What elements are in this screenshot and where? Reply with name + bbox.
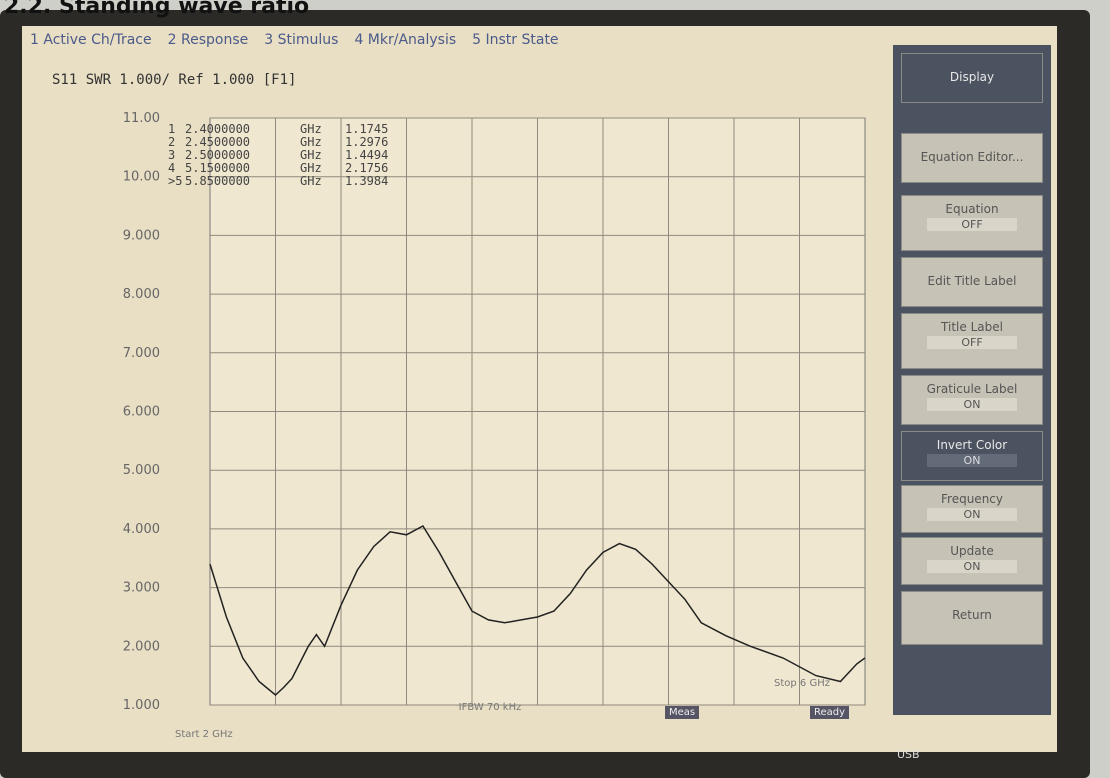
y-tick-label: 10.00 (123, 170, 160, 185)
usb-label: USB (897, 748, 920, 761)
marker-cell: GHz (300, 135, 322, 149)
softkey-label: Display (950, 70, 994, 84)
softkey-label: Update (950, 544, 993, 558)
marker-cell: 2.5000000 (185, 148, 250, 162)
marker-cell: 3 (168, 148, 175, 162)
status-ready: Ready (810, 706, 849, 719)
marker-cell: 2.4000000 (185, 122, 250, 136)
softkey[interactable]: Equation Editor... (901, 133, 1043, 183)
marker-cell: 2 (168, 135, 175, 149)
marker-cell: GHz (300, 148, 322, 162)
status-meas: Meas (665, 706, 699, 719)
marker-cell: 1.2976 (345, 135, 388, 149)
marker-cell: 4 (168, 161, 175, 175)
y-tick-label: 7.000 (123, 346, 160, 361)
y-tick-label: 5.000 (123, 463, 160, 478)
y-tick-label: 4.000 (123, 522, 160, 537)
page: 2.2. Standing wave ratio 1 Active Ch/Tra… (0, 0, 1110, 778)
softkey-label: Edit Title Label (928, 274, 1017, 288)
softkey-state: ON (927, 398, 1017, 411)
softkey-label: Frequency (941, 492, 1003, 506)
start-label: Start 2 GHz (175, 729, 233, 740)
y-tick-label: 1.000 (123, 698, 160, 713)
softkey-panel: Display Equation Editor... Equation OFF Edit… (893, 45, 1051, 715)
y-tick-label: 9.000 (123, 228, 160, 243)
softkey[interactable]: Title Label OFF (901, 313, 1043, 369)
y-tick-label: 3.000 (123, 581, 160, 596)
softkey[interactable]: Display (901, 53, 1043, 103)
marker-cell: 1 (168, 122, 175, 136)
softkey-state: OFF (927, 336, 1017, 349)
softkey[interactable]: Invert Color ON (901, 431, 1043, 481)
softkey[interactable]: Return (901, 591, 1043, 645)
marker-cell: GHz (300, 161, 322, 175)
y-tick-label: 2.000 (123, 639, 160, 654)
softkey-label: Equation (945, 202, 998, 216)
marker-cell: 1.3984 (345, 174, 388, 188)
softkey-label: Return (952, 608, 992, 622)
marker-cell: 2.4500000 (185, 135, 250, 149)
marker-cell: GHz (300, 122, 322, 136)
softkey-state: ON (927, 560, 1017, 573)
softkey-state: OFF (927, 218, 1017, 231)
softkey[interactable]: Edit Title Label (901, 257, 1043, 307)
softkey-state: ON (927, 454, 1017, 467)
softkey[interactable]: Update ON (901, 537, 1043, 585)
ifbw-label: IFBW 70 kHz (459, 702, 522, 713)
softkey-label: Title Label (941, 320, 1003, 334)
y-tick-label: 11.00 (123, 111, 160, 126)
stop-label: Stop 6 GHz (774, 678, 830, 689)
softkey-label: Graticule Label (927, 382, 1018, 396)
softkey[interactable]: Graticule Label ON (901, 375, 1043, 425)
softkey-state: ON (927, 508, 1017, 521)
softkey[interactable]: Equation OFF (901, 195, 1043, 251)
marker-cell: 1.1745 (345, 122, 388, 136)
marker-cell: 5.1500000 (185, 161, 250, 175)
marker-cell: 1.4494 (345, 148, 388, 162)
softkey[interactable]: Frequency ON (901, 485, 1043, 533)
y-tick-label: 6.000 (123, 405, 160, 420)
softkey-label: Equation Editor... (921, 150, 1024, 164)
softkey-label: Invert Color (937, 438, 1007, 452)
marker-cell: GHz (300, 174, 322, 188)
marker-cell: 2.1756 (345, 161, 388, 175)
marker-cell: 5.8500000 (185, 174, 250, 188)
y-tick-label: 8.000 (123, 287, 160, 302)
marker-cell: >5 (168, 174, 182, 188)
